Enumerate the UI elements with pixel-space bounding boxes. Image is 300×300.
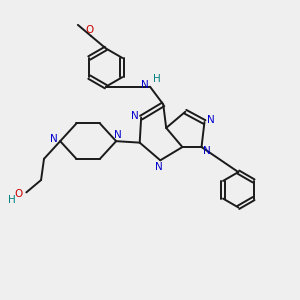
Text: O: O [15,189,23,199]
Text: N: N [114,130,122,140]
Text: N: N [207,115,215,125]
Text: O: O [86,25,94,34]
Text: N: N [131,111,139,121]
Text: H: H [8,195,16,205]
Text: N: N [155,162,163,172]
Text: N: N [50,134,58,144]
Text: H: H [153,74,160,84]
Text: N: N [203,146,211,157]
Text: N: N [141,80,148,90]
